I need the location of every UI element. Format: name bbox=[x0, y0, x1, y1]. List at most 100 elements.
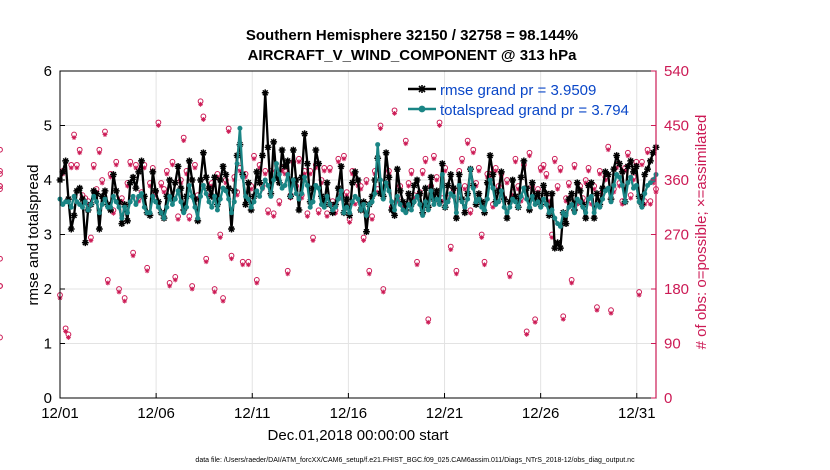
obs-assimilated-point bbox=[631, 177, 636, 183]
series-rmse-point bbox=[275, 179, 283, 187]
series-rmse-point bbox=[76, 184, 84, 192]
series-rmse-point bbox=[444, 182, 452, 189]
series-rmse-point bbox=[385, 173, 393, 181]
series-spread-point bbox=[361, 202, 367, 208]
series-rmse-point bbox=[497, 168, 505, 176]
series-rmse-point bbox=[244, 179, 252, 187]
x-tick-label: 12/21 bbox=[426, 405, 464, 422]
obs-assimilated-point bbox=[510, 192, 516, 198]
series-spread-point bbox=[431, 202, 437, 208]
chart-title: Southern Hemisphere 32150 / 32758 = 98.1… bbox=[246, 27, 578, 44]
series-spread-point bbox=[386, 188, 392, 194]
obs-assimilated-point bbox=[111, 210, 116, 216]
obs-assimilated-point bbox=[479, 235, 485, 240]
obs-assimilated-point bbox=[476, 168, 482, 174]
obs-assimilated-point bbox=[569, 280, 575, 286]
series-spread-point bbox=[465, 196, 471, 202]
obs-assimilated-point bbox=[541, 165, 546, 171]
obs-assimilated-point bbox=[555, 186, 561, 192]
obs-assimilated-point bbox=[223, 180, 229, 186]
series-rmse-point bbox=[438, 160, 446, 168]
series-rmse-point bbox=[554, 239, 562, 247]
series-rmse-point bbox=[627, 157, 635, 165]
series-rmse-point bbox=[261, 89, 269, 97]
series-rmse-point bbox=[478, 198, 486, 206]
obs-assimilated-point bbox=[324, 213, 330, 219]
series-rmse-point bbox=[199, 149, 207, 157]
series-rmse-point bbox=[163, 192, 171, 200]
obs-assimilated-point bbox=[563, 198, 569, 204]
series-rmse-point bbox=[208, 192, 216, 200]
obs-assimilated-point bbox=[184, 171, 189, 177]
series-rmse-point bbox=[309, 184, 317, 192]
series-spread-point bbox=[642, 191, 648, 197]
series-spread-point bbox=[375, 142, 381, 148]
obs-assimilated-point bbox=[532, 319, 538, 325]
series-rmse-point bbox=[489, 171, 497, 178]
obs-assimilated-point bbox=[136, 198, 142, 204]
obs-assimilated-point bbox=[546, 198, 552, 204]
obs-assimilated-point bbox=[572, 165, 577, 171]
series-rmse-point bbox=[542, 190, 550, 198]
series-rmse-point bbox=[318, 192, 325, 200]
series-spread-point bbox=[119, 215, 125, 221]
obs-assimilated-point bbox=[406, 183, 412, 189]
x-tick-label: 12/31 bbox=[618, 405, 656, 422]
series-spread-point bbox=[127, 199, 133, 205]
series-spread-point bbox=[406, 202, 412, 208]
obs-assimilated-point bbox=[133, 165, 139, 171]
series-spread-point bbox=[82, 199, 88, 205]
series-spread-point bbox=[316, 185, 322, 191]
series-spread-point bbox=[265, 182, 271, 188]
obs-assimilated-point bbox=[392, 110, 397, 116]
series-rmse-point bbox=[587, 179, 595, 187]
series-spread-point bbox=[358, 207, 364, 213]
series-rmse-point bbox=[132, 184, 140, 192]
series-spread-point bbox=[186, 182, 192, 188]
obs-possible-point bbox=[0, 168, 3, 174]
series-spread-point bbox=[324, 193, 330, 199]
obs-assimilated-point bbox=[335, 159, 341, 165]
series-rmse-point bbox=[126, 179, 134, 187]
series-rmse-point bbox=[481, 209, 488, 217]
series-rmse-point bbox=[121, 201, 129, 208]
obs-assimilated-point bbox=[468, 210, 473, 216]
series-spread-point bbox=[403, 210, 409, 216]
series-rmse-point bbox=[450, 184, 457, 192]
series-spread-point bbox=[628, 174, 634, 180]
series-spread-point bbox=[116, 204, 122, 210]
series-spread-point bbox=[293, 191, 299, 197]
obs-assimilated-point bbox=[619, 201, 625, 207]
series-spread-point bbox=[569, 202, 575, 208]
y-tick-label: 3 bbox=[44, 227, 52, 244]
y-tick-label: 2 bbox=[44, 281, 52, 298]
y-axis-label: rmse and totalspread bbox=[25, 165, 42, 306]
series-rmse-point bbox=[183, 192, 190, 200]
series-spread-point bbox=[552, 215, 558, 221]
series-spread-point bbox=[512, 199, 518, 205]
series-spread-point bbox=[167, 193, 173, 199]
series-rmse-point bbox=[624, 162, 632, 170]
series-spread-point bbox=[198, 193, 204, 199]
obs-assimilated-point bbox=[375, 189, 381, 195]
obs-assimilated-point bbox=[549, 235, 555, 240]
series-rmse-point bbox=[216, 176, 224, 184]
obs-assimilated-point bbox=[316, 210, 322, 216]
obs-assimilated-point bbox=[344, 192, 350, 198]
series-spread-point bbox=[94, 199, 100, 205]
series-spread-point bbox=[507, 204, 513, 210]
series-rmse-point bbox=[90, 187, 98, 195]
series-spread-point bbox=[251, 199, 257, 205]
series-rmse-point bbox=[509, 176, 517, 184]
series-spread-point bbox=[65, 199, 71, 205]
series-spread-point bbox=[102, 196, 108, 202]
series-rmse-point bbox=[315, 160, 323, 168]
series-rmse-point bbox=[495, 187, 502, 195]
series-spread-point bbox=[122, 204, 128, 210]
y-tick-label-right: 540 bbox=[664, 63, 689, 80]
series-spread-point bbox=[541, 196, 547, 202]
series-rmse-point bbox=[455, 171, 463, 178]
series-rmse-point bbox=[422, 184, 429, 192]
series-rmse-point bbox=[382, 149, 390, 157]
series-rmse-point bbox=[62, 157, 70, 165]
